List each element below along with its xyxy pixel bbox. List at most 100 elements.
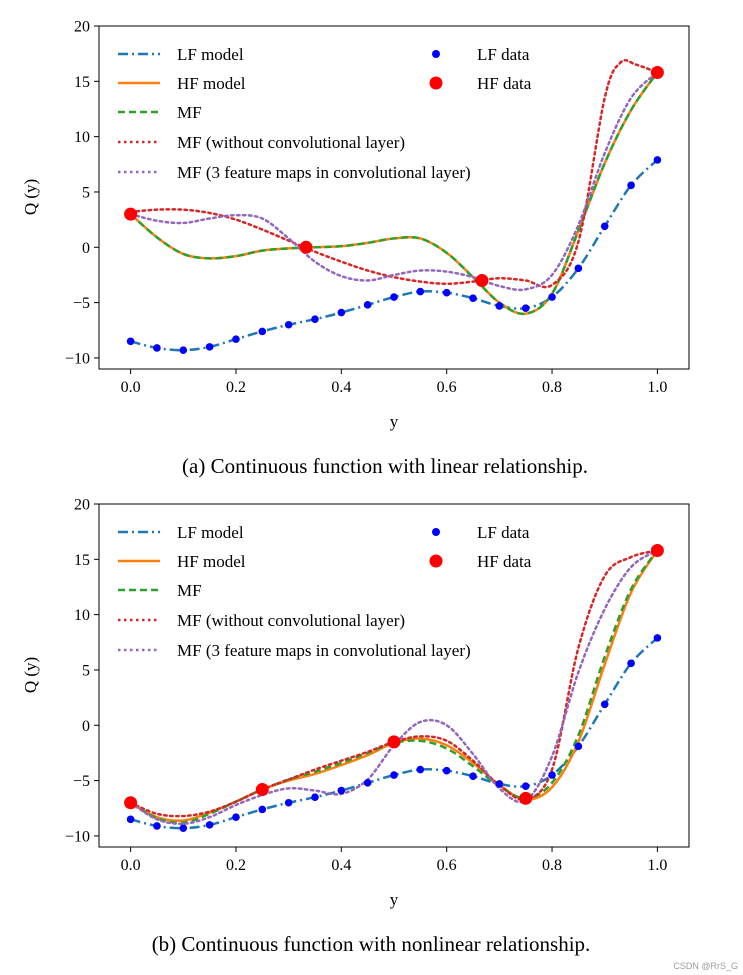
lf-data-point-b <box>363 779 372 787</box>
series-line-lf-model-a <box>130 158 659 352</box>
chart-panel-a: 0.0 0.2 0.4 0.6 0.8 1.0 −10 −5 0 5 10 15 20 y Q (y)… <box>21 19 690 478</box>
plot-area-b <box>98 503 690 848</box>
hf-data-point-b <box>387 735 401 749</box>
lf-data-point-b <box>337 786 346 795</box>
hf-data-point-b <box>124 796 138 810</box>
y-tick-label-b: 0 <box>82 718 90 735</box>
x-tick-label-b: 0.0 <box>121 857 141 874</box>
legend-lf-model-b: LF model <box>177 523 244 542</box>
legend-lf-data-b: LF data <box>477 523 530 542</box>
lf-data-point-a <box>521 304 530 312</box>
hf-data-point-a <box>299 240 313 254</box>
hf-data-point-b <box>519 791 533 805</box>
x-tick-label-b: 1.0 <box>647 857 667 874</box>
lf-data-point-b <box>627 659 635 668</box>
lf-data-point-a <box>548 293 556 301</box>
lf-data-point-a <box>653 156 662 164</box>
legend-mf-b: MF <box>177 581 202 600</box>
lf-data-point-a <box>574 264 583 273</box>
legend-mf-3fm-a: MF (3 feature maps in convolutional laye… <box>177 163 471 182</box>
legend-swatch-lf-data-b <box>432 528 440 536</box>
lf-data-point-b <box>495 780 504 788</box>
legend-lf-data-a: LF data <box>477 45 530 64</box>
lf-data-point-a <box>258 327 267 336</box>
lf-data-point-a <box>442 288 451 297</box>
lf-data-point-b <box>258 805 267 814</box>
lf-data-point-b <box>600 700 609 709</box>
legend-hf-model-b: HF model <box>177 552 246 571</box>
lf-data-point-b <box>469 772 477 780</box>
x-axis-label-b: y <box>390 890 399 909</box>
lf-data-point-b <box>284 798 293 807</box>
y-tick-label-a: 20 <box>74 19 90 36</box>
y-axis-a: −10 −5 0 5 10 15 20 <box>65 19 99 367</box>
lf-data-point-a <box>416 287 425 296</box>
series-line-mf-3-feature-maps-in-convolutional-layer-a <box>129 71 659 292</box>
lf-data-point-b <box>205 821 214 829</box>
hf-data-point-b <box>255 782 269 796</box>
x-tick-label-a: 0.6 <box>437 379 457 396</box>
lf-data-point-b <box>179 824 188 832</box>
series-line-mf-b <box>129 549 659 825</box>
y-tick-label-a: −5 <box>73 295 90 312</box>
legend-mf-a: MF <box>177 103 202 122</box>
lf-data-point-a <box>284 320 293 329</box>
y-tick-label-a: −10 <box>65 350 90 367</box>
watermark: CSDN @RrS_G <box>673 961 738 971</box>
y-tick-label-b: 5 <box>82 662 90 679</box>
lf-data-point-a <box>469 294 477 302</box>
lf-data-point-a <box>600 222 609 231</box>
lf-data-point-a <box>390 293 398 301</box>
x-tick-label-a: 0.4 <box>331 379 351 396</box>
y-tick-label-b: 20 <box>74 497 90 514</box>
lf-data-point-b <box>390 771 398 779</box>
y-tick-label-b: −10 <box>65 828 90 845</box>
legend-hf-model-a: HF model <box>177 74 246 93</box>
x-tick-label-a: 0.0 <box>121 379 141 396</box>
lf-data-point-b <box>442 766 451 775</box>
legend-b: LF model HF model MF MF (without convolu… <box>118 523 532 660</box>
legend-swatch-lf-data-a <box>432 50 440 58</box>
chart-panel-b: 0.0 0.2 0.4 0.6 0.8 1.0 −10 −5 0 5 10 15 20 y Q (y)… <box>21 497 690 956</box>
lf-data-point-a <box>126 337 135 346</box>
x-axis-label-a: y <box>390 412 399 431</box>
lf-data-point-b <box>311 793 319 802</box>
hf-data-point-a <box>650 65 664 79</box>
y-tick-label-a: 5 <box>82 184 90 201</box>
y-axis-label-a: Q (y) <box>21 179 40 215</box>
x-axis-b: 0.0 0.2 0.4 0.6 0.8 1.0 <box>121 847 667 874</box>
y-tick-label-b: 15 <box>74 552 90 569</box>
legend-mf-3fm-b: MF (3 feature maps in convolutional laye… <box>177 641 471 660</box>
hf-data-point-b <box>650 543 664 557</box>
lf-data-point-b <box>232 813 240 821</box>
x-tick-label-a: 0.2 <box>226 379 246 396</box>
x-tick-label-b: 0.4 <box>331 857 351 874</box>
caption-a: (a) Continuous function with linear rela… <box>182 454 588 478</box>
x-tick-label-b: 0.2 <box>226 857 246 874</box>
lf-data-point-a <box>232 335 240 343</box>
lf-data-point-b <box>574 742 583 751</box>
hf-data-point-a <box>475 273 489 287</box>
lf-data-point-a <box>627 181 635 190</box>
y-axis-label-b: Q (y) <box>21 657 40 693</box>
series-layer-a <box>124 59 664 354</box>
y-tick-label-b: 10 <box>74 607 90 624</box>
x-tick-label-a: 1.0 <box>647 379 667 396</box>
lf-data-point-b <box>653 634 662 642</box>
legend-hf-data-a: HF data <box>477 74 532 93</box>
legend-swatch-hf-data-b <box>429 554 443 568</box>
legend-a: LF model HF model MF MF (without convolu… <box>118 45 532 182</box>
lf-data-point-a <box>311 315 319 324</box>
x-tick-label-a: 0.8 <box>542 379 562 396</box>
lf-data-point-a <box>205 343 214 351</box>
legend-mf-noconv-a: MF (without convolutional layer) <box>177 133 405 152</box>
lf-data-point-a <box>337 308 346 317</box>
lf-data-point-a <box>363 301 372 309</box>
lf-data-point-a <box>179 346 188 354</box>
hf-data-point-a <box>124 207 138 221</box>
lf-data-point-a <box>495 302 504 310</box>
y-axis-b: −10 −5 0 5 10 15 20 <box>65 497 99 845</box>
lf-data-point-b <box>521 782 530 790</box>
x-axis-a: 0.0 0.2 0.4 0.6 0.8 1.0 <box>121 369 667 396</box>
